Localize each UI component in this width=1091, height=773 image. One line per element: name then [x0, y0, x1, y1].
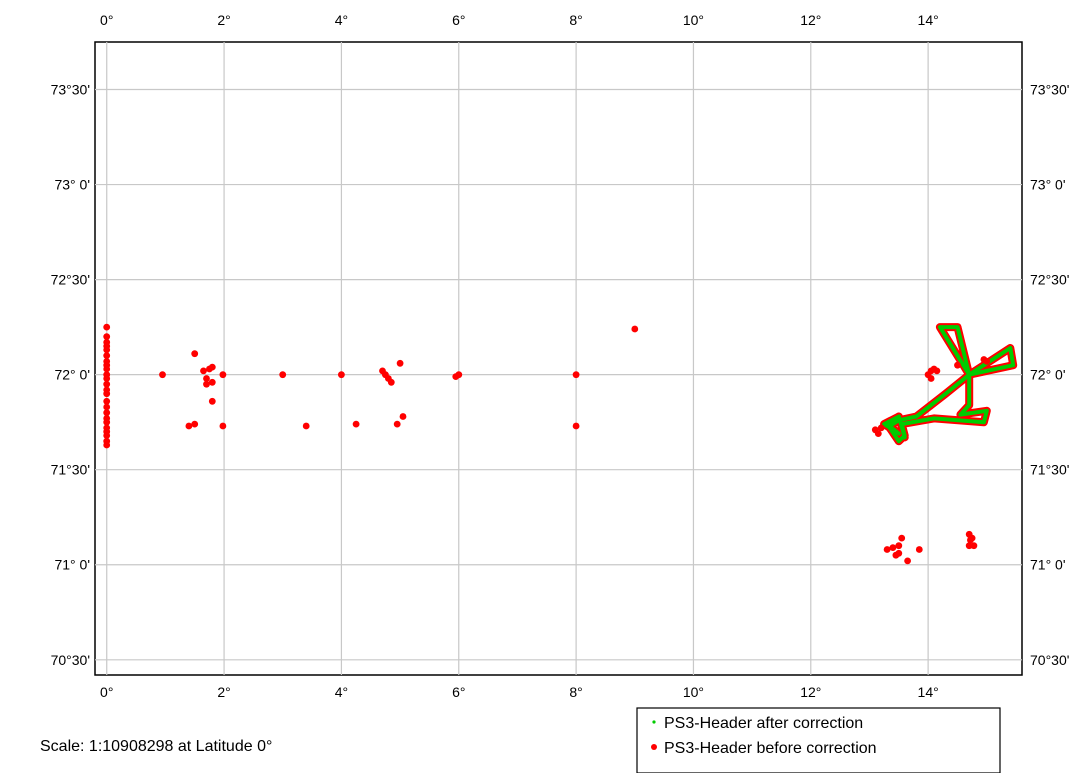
data-point-47 — [399, 413, 407, 420]
data-point-51 — [572, 422, 580, 430]
track-line — [882, 325, 1016, 444]
data-point-4 — [103, 346, 111, 354]
data-point-33 — [208, 363, 216, 371]
data-point-16 — [103, 409, 111, 417]
x-tick-bottom-7: 14° — [918, 684, 939, 700]
x-tick-bottom-6: 12° — [800, 684, 821, 700]
data-point-44 — [387, 378, 395, 386]
data-point-69 — [895, 549, 903, 557]
y-tick-left-6: 70°30' — [51, 652, 90, 668]
data-point-8 — [103, 365, 111, 373]
x-tick-top-5: 10° — [683, 12, 704, 28]
y-tick-left-4: 71°30' — [51, 462, 90, 478]
x-tick-top-1: 2° — [217, 12, 230, 28]
data-point-14 — [103, 397, 111, 405]
plot-frame — [94, 41, 1023, 676]
scale-label: Scale: 1:10908298 at Latitude 0° — [40, 738, 273, 755]
x-tick-top-7: 14° — [918, 12, 939, 28]
x-tick-bottom-4: 8° — [569, 684, 582, 700]
data-point-63 — [983, 358, 991, 365]
data-point-11 — [103, 380, 111, 388]
y-tick-right-1: 73° 0' — [1030, 177, 1066, 193]
data-point-0 — [103, 323, 111, 331]
data-point-71 — [915, 546, 923, 553]
data-point-50 — [572, 371, 580, 379]
data-point-39 — [338, 371, 345, 379]
x-tick-bottom-0: 0° — [100, 684, 113, 700]
data-point-25 — [191, 350, 199, 358]
legend-after-marker — [652, 720, 656, 724]
data-point-32 — [208, 378, 216, 386]
data-point-29 — [203, 375, 210, 382]
data-point-45 — [393, 420, 401, 428]
data-point-70 — [904, 557, 911, 565]
data-point-23 — [103, 441, 111, 449]
data-point-37 — [279, 371, 287, 379]
y-tick-right-4: 71°30' — [1030, 462, 1069, 478]
legend-before-label: PS3-Header before correction — [664, 740, 877, 757]
gridlines — [95, 42, 1022, 675]
data-point-18 — [103, 418, 111, 426]
data-point-52 — [631, 325, 639, 333]
data-point-54 — [874, 430, 882, 437]
x-tick-bottom-1: 2° — [217, 684, 230, 700]
y-tick-right-6: 70°30' — [1030, 652, 1069, 668]
y-tick-left-0: 73°30' — [51, 82, 90, 98]
y-tick-left-1: 73° 0' — [54, 177, 90, 193]
y-tick-right-5: 71° 0' — [1030, 557, 1066, 573]
x-tick-bottom-3: 6° — [452, 684, 465, 700]
data-point-46 — [396, 359, 404, 367]
legend-before-marker — [651, 744, 657, 750]
before-correction-points — [103, 323, 991, 565]
data-point-64 — [883, 546, 891, 553]
data-point-68 — [898, 534, 906, 542]
x-tick-top-4: 8° — [569, 12, 582, 28]
data-point-60 — [933, 367, 941, 375]
data-point-55 — [877, 424, 885, 432]
x-tick-top-3: 6° — [452, 12, 465, 28]
data-point-34 — [208, 397, 216, 405]
data-point-35 — [219, 371, 227, 379]
data-point-38 — [302, 422, 310, 430]
y-tick-right-2: 72°30' — [1030, 272, 1069, 288]
data-point-13 — [103, 390, 111, 398]
data-point-31 — [203, 380, 210, 388]
y-tick-left-3: 72° 0' — [54, 367, 90, 383]
after-correction-track — [880, 323, 1018, 446]
data-point-61 — [954, 361, 961, 369]
data-point-26 — [185, 422, 193, 430]
legend-box — [636, 707, 1001, 773]
x-tick-bottom-2: 4° — [335, 684, 348, 700]
axis-ticks: 0° 0° 2° 2° 4° 4° 6° 6° 8° 8° 10° 10° 12° 12° 14° 14° 73… — [51, 12, 1070, 700]
data-point-67 — [895, 542, 903, 550]
data-point-76 — [967, 536, 974, 544]
y-tick-right-0: 73°30' — [1030, 82, 1069, 98]
data-point-36 — [219, 422, 227, 430]
data-point-59 — [927, 375, 935, 382]
data-point-10 — [103, 375, 111, 382]
x-tick-top-2: 4° — [335, 12, 348, 28]
y-tick-left-2: 72°30' — [51, 272, 90, 288]
data-point-1 — [103, 333, 111, 340]
data-point-28 — [200, 367, 207, 375]
data-point-5 — [103, 352, 111, 359]
x-tick-top-6: 12° — [800, 12, 821, 28]
data-point-40 — [352, 420, 360, 428]
data-point-24 — [159, 371, 166, 379]
data-point-27 — [191, 420, 199, 428]
legend-after-label: PS3-Header after correction — [664, 715, 863, 732]
x-tick-bottom-5: 10° — [683, 684, 704, 700]
x-tick-top-0: 0° — [100, 12, 113, 28]
data-point-21 — [103, 432, 111, 439]
data-point-74 — [965, 542, 973, 550]
y-tick-right-3: 72° 0' — [1030, 367, 1066, 383]
data-point-15 — [103, 403, 111, 411]
legend: PS3-Header after correction PS3-Header b… — [636, 707, 1001, 773]
data-point-66 — [889, 544, 897, 551]
data-point-49 — [455, 371, 463, 379]
data-point-75 — [970, 542, 978, 550]
y-tick-left-5: 71° 0' — [54, 557, 90, 573]
